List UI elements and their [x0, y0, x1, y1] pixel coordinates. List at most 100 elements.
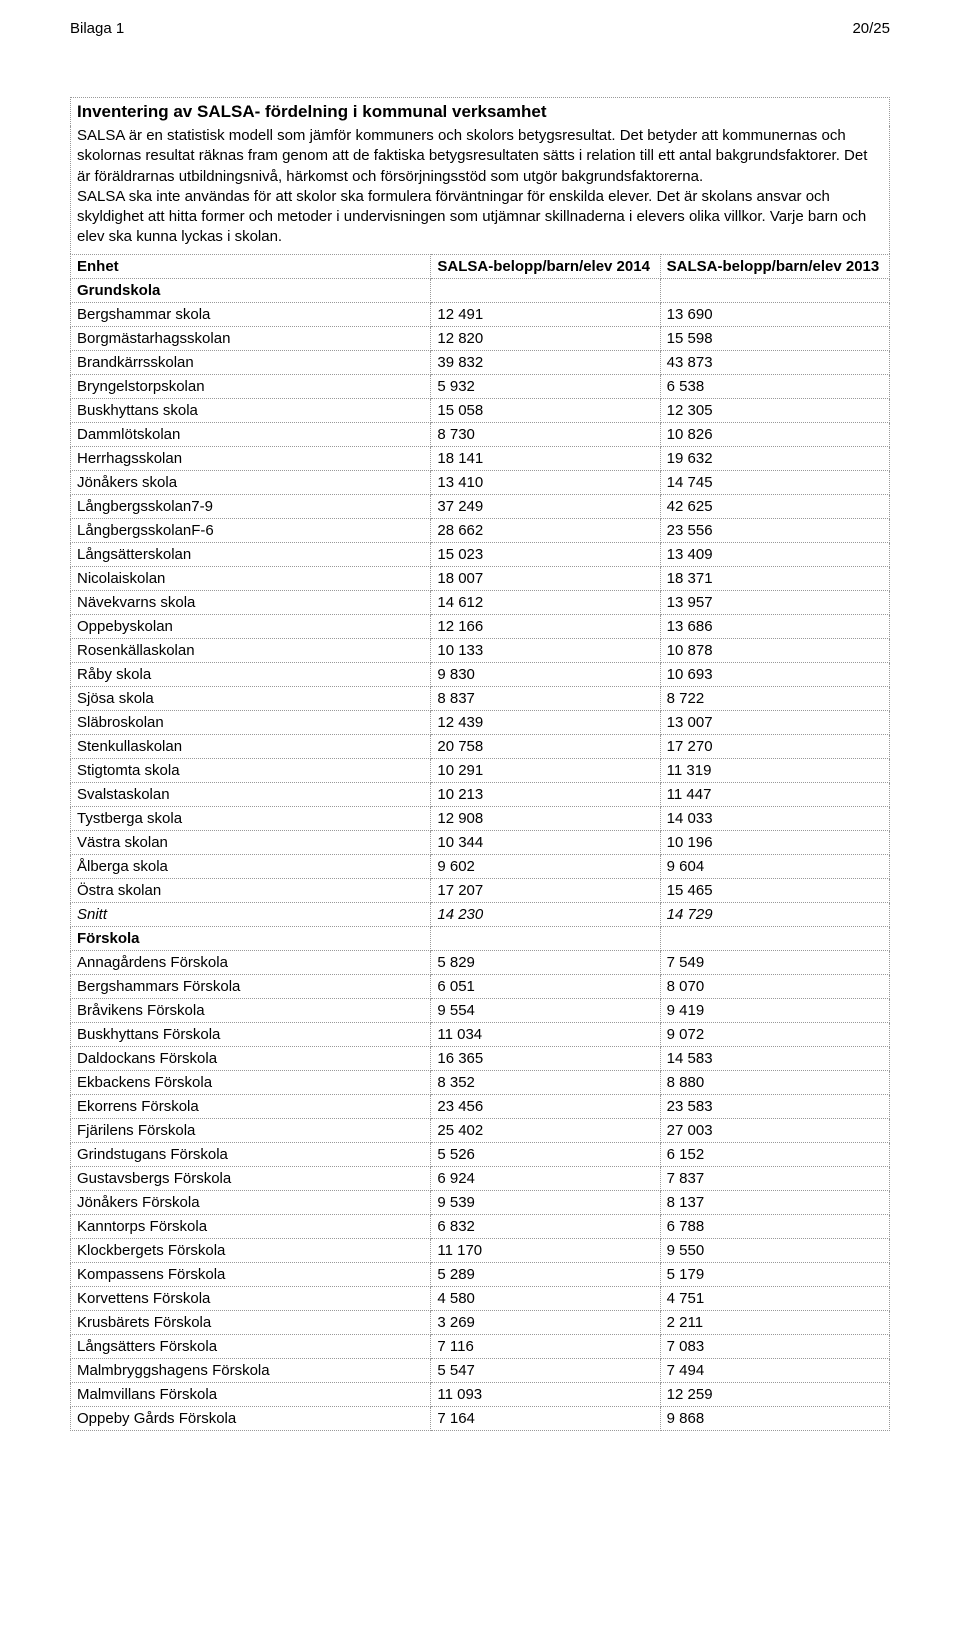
value-2013: 15 598: [660, 326, 889, 350]
value-2013: 9 868: [660, 1406, 889, 1430]
value-2013: 43 873: [660, 350, 889, 374]
table-row: Långbergsskolan7-937 24942 625: [71, 494, 890, 518]
table-row: Snitt14 23014 729: [71, 902, 890, 926]
value-2013: 14 583: [660, 1046, 889, 1070]
table-header-row: Enhet SALSA-belopp/barn/elev 2014 SALSA-…: [71, 254, 890, 278]
table-row: Annagårdens Förskola5 8297 549: [71, 950, 890, 974]
value-2013: 8 137: [660, 1190, 889, 1214]
value-2013: 11 447: [660, 782, 889, 806]
value-2013: 9 604: [660, 854, 889, 878]
table-row: Borgmästarhagsskolan12 82015 598: [71, 326, 890, 350]
table-row: Nicolaiskolan18 00718 371: [71, 566, 890, 590]
unit-name: Borgmästarhagsskolan: [71, 326, 431, 350]
unit-name: Ålberga skola: [71, 854, 431, 878]
unit-name: Stenkullaskolan: [71, 734, 431, 758]
table-row: Långsätterskolan15 02313 409: [71, 542, 890, 566]
unit-name: Annagårdens Förskola: [71, 950, 431, 974]
unit-name: Korvettens Förskola: [71, 1286, 431, 1310]
table-row: Långsätters Förskola7 1167 083: [71, 1334, 890, 1358]
unit-name: Gustavsbergs Förskola: [71, 1166, 431, 1190]
value-2014: 7 116: [431, 1334, 660, 1358]
section-label: Grundskola: [71, 278, 431, 302]
value-2013: 12 259: [660, 1382, 889, 1406]
col-2013-header: SALSA-belopp/barn/elev 2013: [660, 254, 889, 278]
table-body: GrundskolaBergshammar skola12 49113 690B…: [71, 278, 890, 1430]
value-2013: 6 152: [660, 1142, 889, 1166]
table-row: Daldockans Förskola16 36514 583: [71, 1046, 890, 1070]
unit-name: Bergshammars Förskola: [71, 974, 431, 998]
value-2013: 14 729: [660, 902, 889, 926]
unit-name: Dammlötskolan: [71, 422, 431, 446]
value-2014: 10 133: [431, 638, 660, 662]
unit-name: Grindstugans Förskola: [71, 1142, 431, 1166]
value-2014: 11 093: [431, 1382, 660, 1406]
unit-name: Västra skolan: [71, 830, 431, 854]
col-2014-header: SALSA-belopp/barn/elev 2014: [431, 254, 660, 278]
table-row: Sjösa skola8 8378 722: [71, 686, 890, 710]
value-2014: 15 023: [431, 542, 660, 566]
value-2014: 8 837: [431, 686, 660, 710]
value-2014: 5 289: [431, 1262, 660, 1286]
value-2013: 8 070: [660, 974, 889, 998]
value-2013: 17 270: [660, 734, 889, 758]
table-row: Bergshammars Förskola6 0518 070: [71, 974, 890, 998]
unit-name: Stigtomta skola: [71, 758, 431, 782]
value-2014: 12 439: [431, 710, 660, 734]
value-2014: 18 007: [431, 566, 660, 590]
value-2013: 10 693: [660, 662, 889, 686]
table-row: Klockbergets Förskola11 1709 550: [71, 1238, 890, 1262]
value-2013: 27 003: [660, 1118, 889, 1142]
unit-name: Ekorrens Förskola: [71, 1094, 431, 1118]
value-2014: 9 602: [431, 854, 660, 878]
unit-name: Rosenkällaskolan: [71, 638, 431, 662]
table-row: Brandkärrsskolan39 83243 873: [71, 350, 890, 374]
empty-cell: [431, 926, 660, 950]
table-row: Svalstaskolan10 21311 447: [71, 782, 890, 806]
table-row: Rosenkällaskolan10 13310 878: [71, 638, 890, 662]
unit-name: Snitt: [71, 902, 431, 926]
table-row: Bråvikens Förskola9 5549 419: [71, 998, 890, 1022]
table-row: Korvettens Förskola4 5804 751: [71, 1286, 890, 1310]
table-row: Herrhagsskolan18 14119 632: [71, 446, 890, 470]
value-2014: 9 830: [431, 662, 660, 686]
page-header: Bilaga 1 20/25: [70, 20, 890, 37]
table-row: Grindstugans Förskola5 5266 152: [71, 1142, 890, 1166]
value-2014: 6 051: [431, 974, 660, 998]
unit-name: Krusbärets Förskola: [71, 1310, 431, 1334]
section-row: Förskola: [71, 926, 890, 950]
value-2013: 7 494: [660, 1358, 889, 1382]
value-2014: 5 829: [431, 950, 660, 974]
table-row: LångbergsskolanF-628 66223 556: [71, 518, 890, 542]
value-2013: 14 745: [660, 470, 889, 494]
unit-name: Klockbergets Förskola: [71, 1238, 431, 1262]
unit-name: Långsätters Förskola: [71, 1334, 431, 1358]
unit-name: Fjärilens Förskola: [71, 1118, 431, 1142]
value-2013: 13 409: [660, 542, 889, 566]
unit-name: Oppebyskolan: [71, 614, 431, 638]
value-2014: 10 291: [431, 758, 660, 782]
value-2014: 12 820: [431, 326, 660, 350]
value-2014: 7 164: [431, 1406, 660, 1430]
section-label: Förskola: [71, 926, 431, 950]
value-2014: 5 547: [431, 1358, 660, 1382]
value-2014: 20 758: [431, 734, 660, 758]
value-2013: 8 722: [660, 686, 889, 710]
value-2014: 11 170: [431, 1238, 660, 1262]
table-row: Östra skolan17 20715 465: [71, 878, 890, 902]
unit-name: Östra skolan: [71, 878, 431, 902]
table-row: Kompassens Förskola5 2895 179: [71, 1262, 890, 1286]
table-row: Nävekvarns skola14 61213 957: [71, 590, 890, 614]
unit-name: Långbergsskolan7-9: [71, 494, 431, 518]
table-row: Släbroskolan12 43913 007: [71, 710, 890, 734]
empty-cell: [660, 278, 889, 302]
table-row: Gustavsbergs Förskola6 9247 837: [71, 1166, 890, 1190]
unit-name: Kanntorps Förskola: [71, 1214, 431, 1238]
value-2014: 15 058: [431, 398, 660, 422]
value-2013: 23 583: [660, 1094, 889, 1118]
value-2014: 6 924: [431, 1166, 660, 1190]
unit-name: Kompassens Förskola: [71, 1262, 431, 1286]
unit-name: Malmbryggshagens Förskola: [71, 1358, 431, 1382]
table-row: Jönåkers Förskola9 5398 137: [71, 1190, 890, 1214]
table-row: Oppebyskolan12 16613 686: [71, 614, 890, 638]
value-2013: 12 305: [660, 398, 889, 422]
